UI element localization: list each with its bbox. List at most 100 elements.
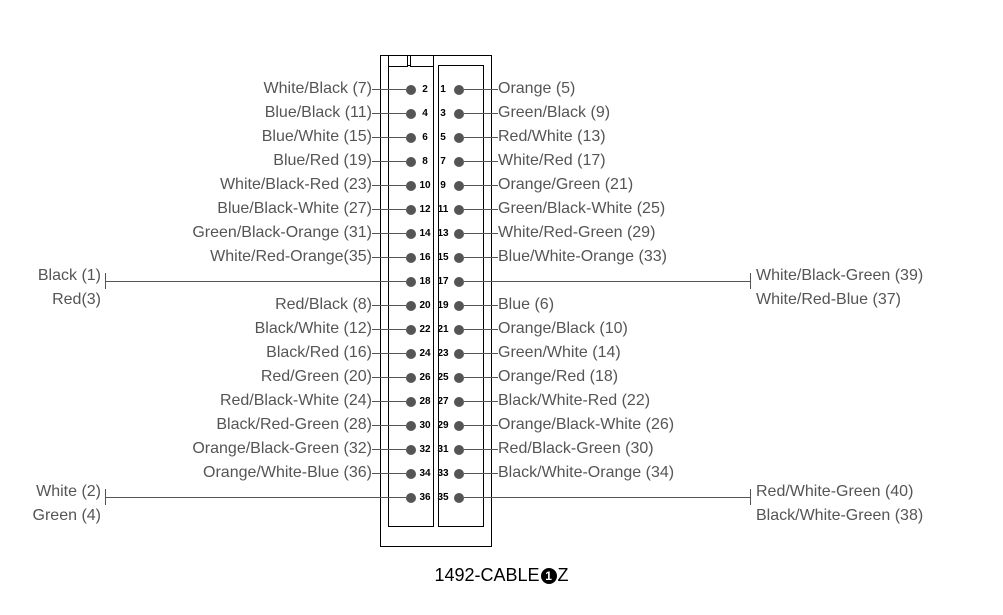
pin-dot — [454, 325, 464, 335]
wire-label: Blue (6) — [498, 296, 554, 314]
pin-dot — [406, 493, 416, 503]
leader-line — [372, 425, 406, 426]
leader-line — [464, 377, 498, 378]
pin-number: 24 — [418, 348, 432, 359]
leader-line — [105, 489, 106, 505]
wire-label: Blue/White (15) — [262, 128, 372, 146]
pin-number: 13 — [436, 228, 450, 239]
pin-number: 32 — [418, 444, 432, 455]
leader-line — [372, 305, 406, 306]
pin-number: 30 — [418, 420, 432, 431]
leader-line — [464, 353, 498, 354]
wire-label: Green (4) — [33, 507, 101, 525]
leader-line — [372, 329, 406, 330]
leader-line — [464, 473, 498, 474]
wire-label: Black/White (12) — [255, 320, 372, 338]
pin-dot — [406, 469, 416, 479]
wire-label: Orange/White-Blue (36) — [203, 464, 372, 482]
caption-bullet-icon: 1 — [541, 568, 557, 584]
pin-number: 35 — [436, 492, 450, 503]
pin-dot — [454, 445, 464, 455]
leader-line — [372, 113, 406, 114]
pin-number: 1 — [436, 84, 450, 95]
wire-label: Orange/Red (18) — [498, 368, 618, 386]
wire-label: Red/Black-White (24) — [220, 392, 372, 410]
pin-dot — [454, 301, 464, 311]
leader-line — [372, 209, 406, 210]
wire-label: Red/Black (8) — [275, 296, 372, 314]
pin-dot — [454, 421, 464, 431]
wire-label: White/Red (17) — [498, 152, 606, 170]
pin-dot — [406, 229, 416, 239]
pin-number: 25 — [436, 372, 450, 383]
leader-line — [372, 473, 406, 474]
wire-label: Black/Red-Green (28) — [216, 416, 372, 434]
leader-line — [464, 329, 498, 330]
wire-label: Orange/Black-White (26) — [498, 416, 674, 434]
pin-dot — [454, 253, 464, 263]
pin-dot — [454, 277, 464, 287]
leader-line — [464, 305, 498, 306]
wire-label: Red/White (13) — [498, 128, 606, 146]
wire-label: Orange/Green (21) — [498, 176, 633, 194]
pin-number: 31 — [436, 444, 450, 455]
leader-line — [464, 233, 498, 234]
leader-line — [750, 489, 751, 505]
wire-label: Black/White-Green (38) — [756, 507, 923, 525]
wire-label: Blue/Black (11) — [265, 104, 372, 122]
leader-line — [464, 449, 498, 450]
leader-line — [372, 353, 406, 354]
pin-dot — [406, 109, 416, 119]
pin-number: 4 — [418, 108, 432, 119]
wire-label: White/Red-Blue (37) — [756, 291, 901, 309]
wire-label: Blue/Red (19) — [273, 152, 372, 170]
leader-line — [464, 113, 498, 114]
wire-label: Green/White (14) — [498, 344, 621, 362]
wire-label: White/Black-Green (39) — [756, 267, 923, 285]
pin-dot — [406, 445, 416, 455]
leader-line — [105, 273, 106, 289]
pin-dot — [406, 277, 416, 287]
leader-line — [464, 401, 498, 402]
leader-line — [464, 161, 498, 162]
pin-dot — [454, 181, 464, 191]
pin-number: 9 — [436, 180, 450, 191]
diagram-caption: 1492-CABLE1Z — [0, 565, 1003, 586]
caption-suffix: Z — [558, 565, 569, 585]
pin-number: 20 — [418, 300, 432, 311]
pin-dot — [406, 373, 416, 383]
pin-dot — [454, 397, 464, 407]
pin-dot — [454, 85, 464, 95]
pin-number: 27 — [436, 396, 450, 407]
pin-dot — [454, 469, 464, 479]
pin-dot — [454, 349, 464, 359]
wire-label: Green/Black-White (25) — [498, 200, 665, 218]
leader-line — [372, 185, 406, 186]
pin-dot — [454, 133, 464, 143]
wire-label: Orange/Black (10) — [498, 320, 628, 338]
pin-number: 34 — [418, 468, 432, 479]
pin-number: 16 — [418, 252, 432, 263]
pin-number: 15 — [436, 252, 450, 263]
pin-number: 28 — [418, 396, 432, 407]
pin-dot — [406, 397, 416, 407]
pin-number: 22 — [418, 324, 432, 335]
wire-label: Blue/White-Orange (33) — [498, 248, 667, 266]
pin-dot — [454, 373, 464, 383]
leader-line — [372, 233, 406, 234]
pin-dot — [454, 493, 464, 503]
pin-dot — [406, 421, 416, 431]
leader-line — [105, 497, 406, 498]
leader-line — [464, 281, 750, 282]
pin-number: 7 — [436, 156, 450, 167]
leader-line — [464, 209, 498, 210]
leader-line — [750, 273, 751, 289]
pin-number: 18 — [418, 276, 432, 287]
leader-line — [464, 89, 498, 90]
wire-label: White/Black-Red (23) — [220, 176, 372, 194]
pin-number: 36 — [418, 492, 432, 503]
pin-dot — [454, 157, 464, 167]
leader-line — [464, 497, 750, 498]
wire-label: Orange (5) — [498, 80, 575, 98]
wire-label: Blue/Black-White (27) — [217, 200, 372, 218]
